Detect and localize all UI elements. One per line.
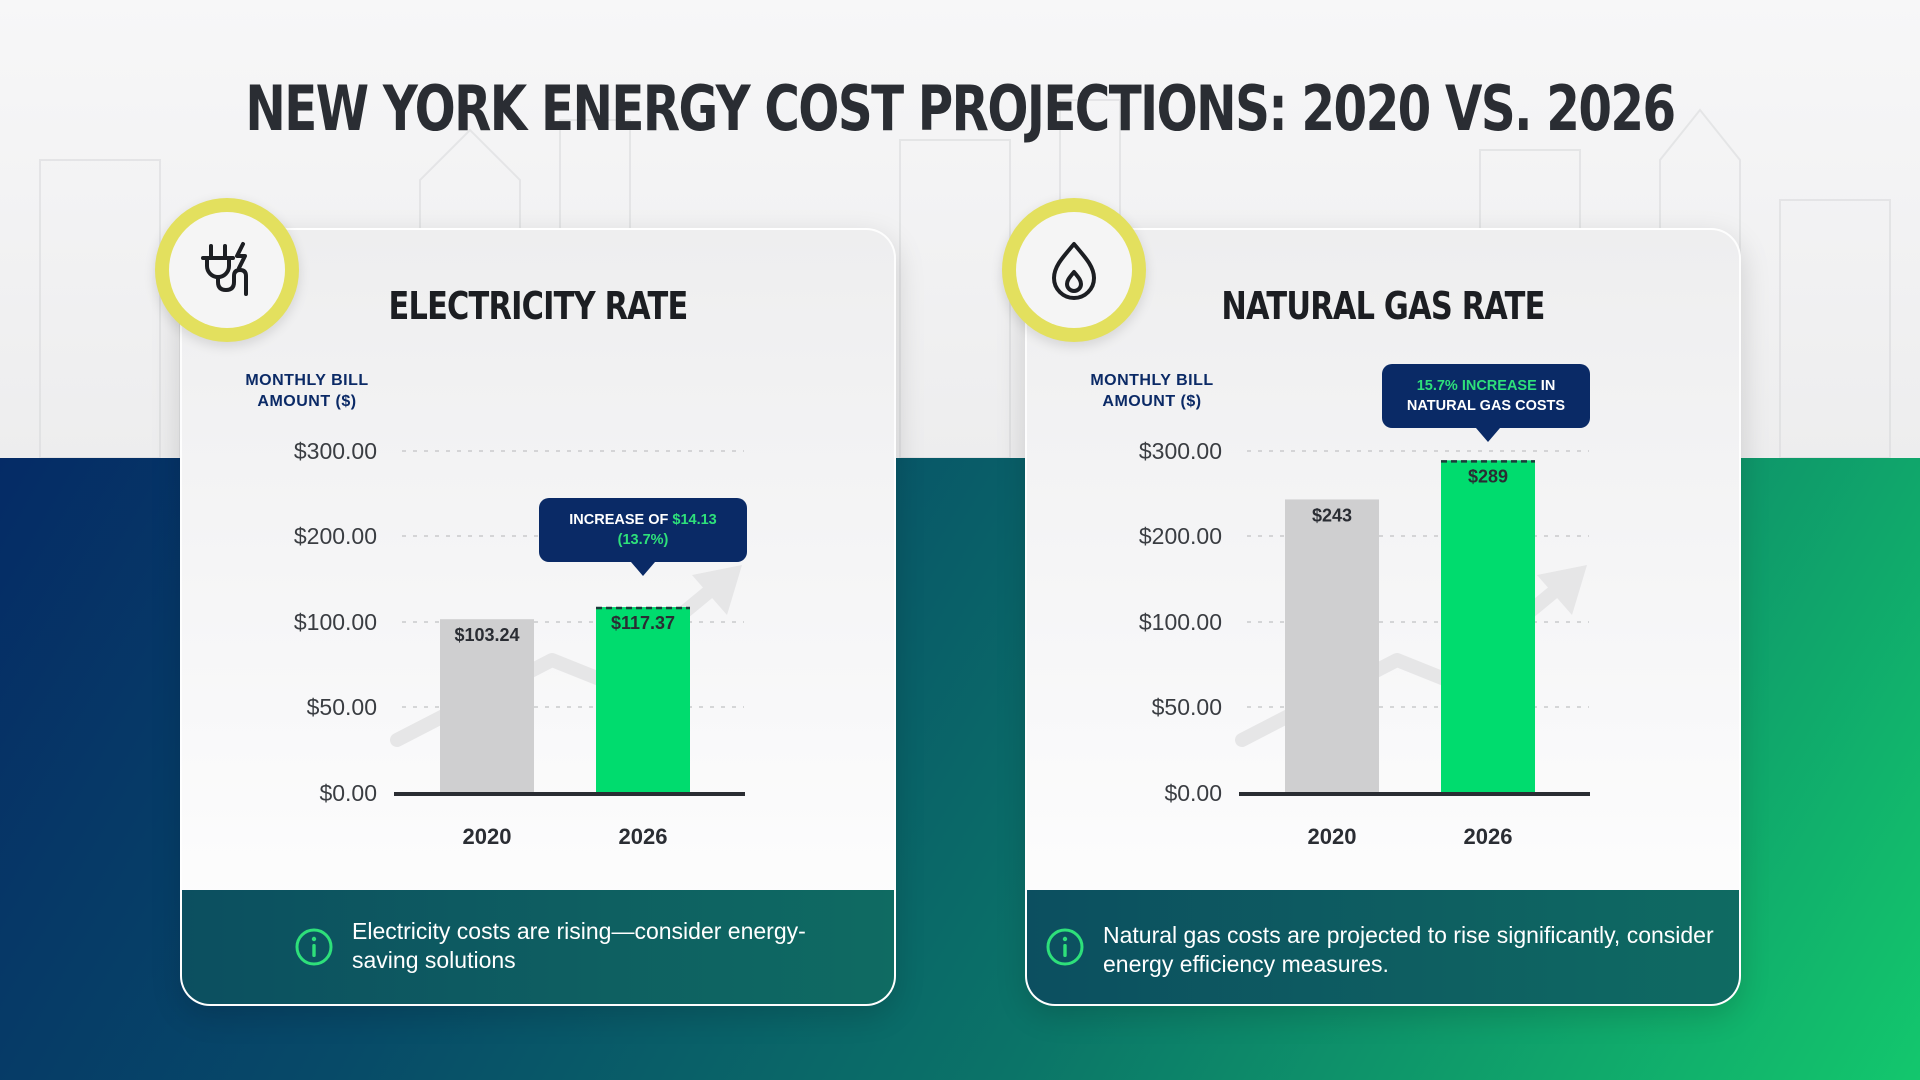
bar-2020 bbox=[440, 619, 534, 793]
y-tick-label: $0.00 bbox=[1164, 780, 1222, 806]
data-label: $103.24 bbox=[454, 625, 519, 645]
footer-text: Natural gas costs are projected to rise … bbox=[1103, 922, 1714, 977]
callout-line2: (13.7%) bbox=[618, 532, 669, 548]
callout-highlight: 15.7% INCREASE bbox=[1417, 378, 1537, 394]
y-tick-label: $300.00 bbox=[1139, 438, 1222, 464]
callout-highlight: $14.13 bbox=[672, 512, 716, 528]
card-title: ELECTRICITY RATE bbox=[388, 284, 689, 328]
y-axis-label-line1: MONTHLY BILL bbox=[1090, 372, 1214, 389]
natural-gas-badge bbox=[1002, 198, 1146, 342]
bar-2026 bbox=[1441, 460, 1535, 793]
callout-bg bbox=[539, 498, 747, 562]
card-footer: Electricity costs are rising—consider en… bbox=[182, 890, 894, 1004]
x-tick-label: 2020 bbox=[463, 824, 512, 849]
natural-gas-chart: $0.00 $50.00 $100.00 $200.00 $300.00 $243 2020… bbox=[1139, 364, 1590, 849]
electricity-card: ELECTRICITY RATE MONTHLY BILL AMOUNT ($)… bbox=[180, 228, 896, 1006]
page-title: NEW YORK ENERGY COST PROJECTIONS: 2020 V… bbox=[245, 72, 1676, 145]
callout-line2: NATURAL GAS COSTS bbox=[1407, 398, 1565, 414]
y-tick-label: $100.00 bbox=[1139, 609, 1222, 635]
bar-2020 bbox=[1285, 499, 1379, 793]
y-tick-label: $200.00 bbox=[1139, 523, 1222, 549]
info-icon bbox=[295, 928, 333, 966]
callout-text: INCREASE OF bbox=[569, 512, 672, 528]
callout-line1: INCREASE OF $14.13 bbox=[569, 512, 716, 528]
x-tick-label: 2026 bbox=[1464, 824, 1513, 849]
y-axis-label-line2: AMOUNT ($) bbox=[1102, 393, 1202, 410]
y-tick-label: $50.00 bbox=[307, 694, 377, 720]
y-tick-label: $100.00 bbox=[294, 609, 377, 635]
y-tick-label: $0.00 bbox=[319, 780, 377, 806]
card-footer: Natural gas costs are projected to rise … bbox=[1027, 890, 1739, 1004]
data-label: $117.37 bbox=[611, 613, 675, 633]
card-title: NATURAL GAS RATE bbox=[1221, 284, 1545, 328]
callout-bg bbox=[1382, 364, 1590, 428]
callout-box: INCREASE OF $14.13(13.7%) bbox=[539, 498, 747, 576]
y-tick-label: $50.00 bbox=[1152, 694, 1222, 720]
trend-arrow-head bbox=[692, 565, 742, 615]
x-tick-label: 2020 bbox=[1308, 824, 1357, 849]
callout-text: IN bbox=[1537, 378, 1556, 394]
plug-lightning-icon bbox=[201, 242, 248, 296]
electricity-badge bbox=[155, 198, 299, 342]
y-tick-label: $200.00 bbox=[294, 523, 377, 549]
data-label: $289 bbox=[1468, 466, 1508, 486]
y-axis-label-line1: MONTHLY BILL bbox=[245, 372, 369, 389]
electricity-chart: $0.00 $50.00 $100.00 $200.00 $300.00 $103.24 2… bbox=[294, 438, 747, 849]
y-axis-label: MONTHLY BILL AMOUNT ($) bbox=[222, 370, 392, 412]
footer-text: Electricity costs are rising—consider en… bbox=[352, 918, 806, 973]
y-axis-label: MONTHLY BILL AMOUNT ($) bbox=[1067, 370, 1237, 412]
data-label: $243 bbox=[1312, 505, 1352, 525]
info-icon bbox=[1046, 928, 1084, 966]
trend-arrow-head bbox=[1537, 565, 1587, 615]
callout-pointer bbox=[1476, 428, 1500, 442]
flame-drop-icon bbox=[1052, 242, 1096, 300]
natural-gas-card: NATURAL GAS RATE MONTHLY BILL AMOUNT ($)… bbox=[1025, 228, 1741, 1006]
x-tick-label: 2026 bbox=[619, 824, 668, 849]
callout-pointer bbox=[631, 562, 655, 576]
y-tick-label: $300.00 bbox=[294, 438, 377, 464]
callout-box: 15.7% INCREASE IN NATURAL GAS COSTS bbox=[1382, 364, 1590, 442]
callout-line1: 15.7% INCREASE IN bbox=[1417, 378, 1556, 394]
y-axis-label-line2: AMOUNT ($) bbox=[257, 393, 357, 410]
bar-2026 bbox=[596, 607, 690, 793]
